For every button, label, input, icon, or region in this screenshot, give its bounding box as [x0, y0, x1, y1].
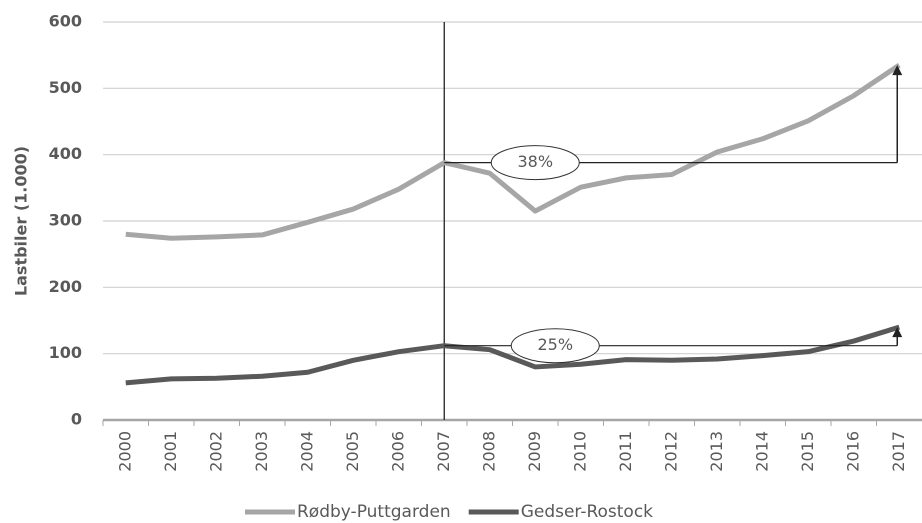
x-tick-label: 2013 [707, 431, 726, 472]
y-axis-label: Lastbiler (1.000) [12, 146, 31, 296]
x-tick-label: 2005 [343, 431, 362, 472]
x-tick-label: 2010 [570, 431, 589, 472]
x-tick-label: 2004 [297, 431, 316, 472]
y-tick-label: 0 [71, 410, 82, 429]
x-tick-label: 2003 [252, 431, 271, 472]
x-tick-label: 2014 [752, 431, 771, 472]
y-tick-label: 200 [49, 277, 82, 296]
y-tick-label: 400 [49, 144, 82, 163]
x-tick-label: 2000 [115, 431, 134, 472]
annotation-text: 38% [517, 152, 553, 171]
annotation-text: 25% [537, 335, 573, 354]
arrow-head [892, 327, 903, 338]
y-tick-label: 500 [49, 78, 82, 97]
x-tick-label: 2016 [843, 431, 862, 472]
legend-label: Gedser-Rostock [521, 502, 653, 522]
x-tick-label: 2011 [616, 431, 635, 472]
x-tick-label: 2017 [889, 431, 908, 472]
legend-label: Rødby-Puttgarden [297, 502, 451, 522]
x-tick-label: 2007 [434, 431, 453, 472]
series-line [125, 324, 900, 386]
x-tick-label: 2009 [525, 431, 544, 472]
x-tick-label: 2012 [661, 431, 680, 472]
y-tick-label: 100 [49, 343, 82, 362]
x-tick-label: 2015 [798, 431, 817, 472]
series-line [125, 63, 901, 241]
annotation-bubble [490, 145, 580, 181]
annotation-bubble [510, 328, 600, 364]
x-tick-label: 2001 [161, 431, 180, 472]
x-tick-label: 2002 [206, 431, 225, 472]
arrow-head [892, 65, 903, 76]
x-tick-label: 2008 [479, 431, 498, 472]
y-tick-label: 600 [49, 12, 82, 31]
y-tick-label: 300 [49, 211, 82, 230]
x-tick-label: 2006 [388, 431, 407, 472]
